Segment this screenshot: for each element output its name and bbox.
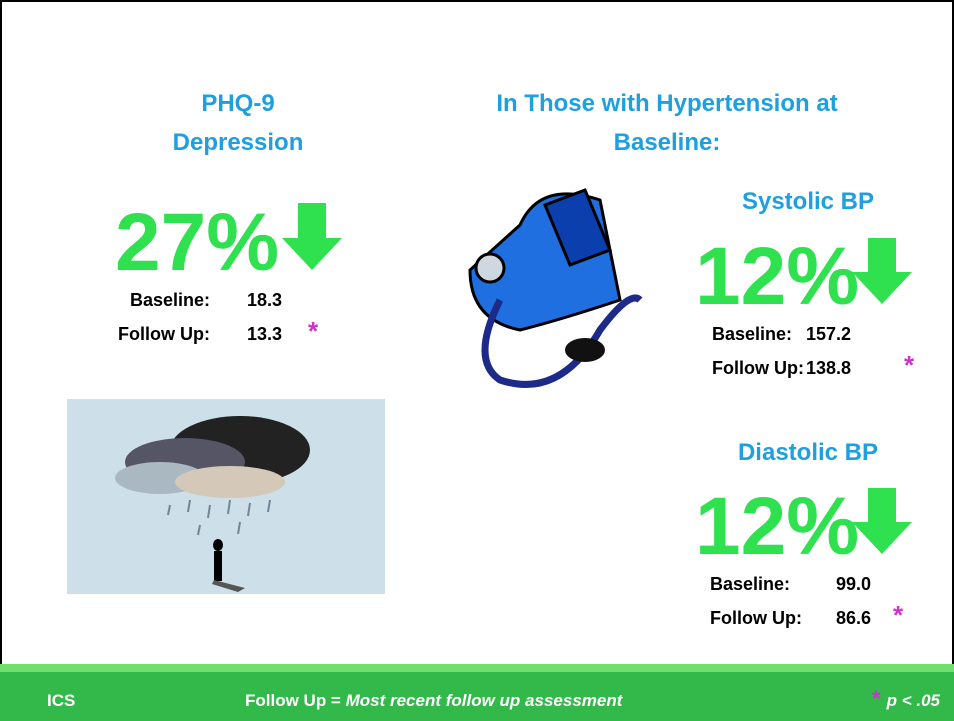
- systolic-change: 12%: [695, 231, 859, 322]
- label: Follow Up:: [118, 324, 210, 344]
- label: Follow Up:: [710, 608, 802, 628]
- label: Baseline:: [130, 290, 210, 310]
- footer-left: ICS: [47, 691, 75, 710]
- footer-accent: [0, 664, 954, 672]
- phq-title: PHQ-9: [201, 90, 274, 117]
- slide: PHQ-9 Depression 27% Baseline: 18.3 Foll…: [0, 0, 954, 721]
- asterisk: *: [904, 350, 915, 380]
- diastolic-title: Diastolic BP: [738, 439, 878, 466]
- label: Baseline:: [710, 574, 790, 594]
- systolic-title: Systolic BP: [742, 188, 874, 215]
- value: 86.6: [836, 608, 871, 628]
- hypertension-title: In Those with Hypertension at: [496, 90, 837, 117]
- hypertension-title: Baseline:: [614, 129, 721, 156]
- definition-term: Follow Up =: [245, 691, 346, 710]
- value: 138.8: [806, 358, 851, 378]
- diastolic-change: 12%: [695, 481, 859, 572]
- phq-change: 27%: [115, 197, 279, 288]
- value: 18.3: [247, 290, 282, 310]
- label: Baseline:: [712, 324, 792, 344]
- value: 157.2: [806, 324, 851, 344]
- significance-text: p < .05: [886, 691, 941, 710]
- asterisk: *: [893, 600, 904, 630]
- asterisk: *: [308, 316, 319, 346]
- asterisk: *: [872, 686, 881, 711]
- label: Follow Up:: [712, 358, 804, 378]
- value: 13.3: [247, 324, 282, 344]
- value: 99.0: [836, 574, 871, 594]
- phq-title: Depression: [173, 129, 304, 156]
- footer-definition: Follow Up = Most recent follow up assess…: [245, 691, 624, 710]
- storm-image: [67, 399, 385, 594]
- definition-text: Most recent follow up assessment: [346, 691, 624, 710]
